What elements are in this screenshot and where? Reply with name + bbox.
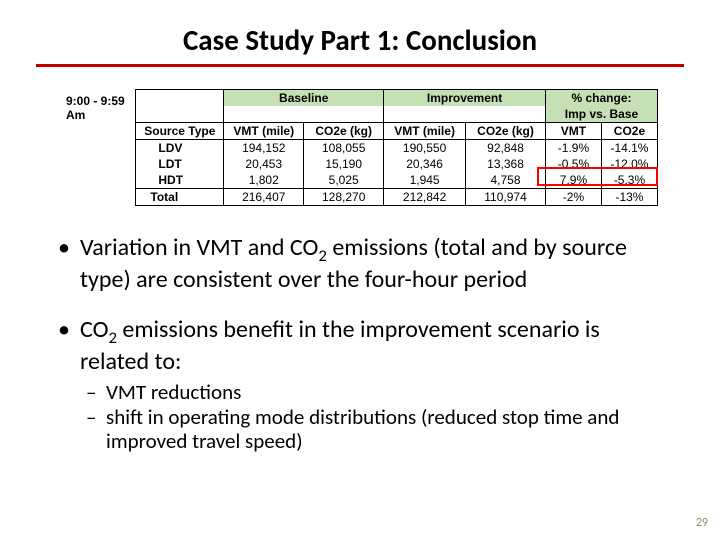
- sub-bullet-item: VMT reductions: [106, 380, 660, 405]
- table-cell: 13,368: [466, 156, 546, 172]
- table-cell: 20,453: [224, 156, 304, 172]
- col-vmt-base: VMT (mile): [224, 123, 304, 140]
- table-cell: 1,802: [224, 172, 304, 189]
- col-source-type: Source Type: [136, 123, 224, 140]
- data-table-wrap: 9:00 - 9:59 Am Baseline Improvement % ch…: [62, 89, 658, 206]
- table-cell: 5,025: [304, 172, 384, 189]
- table-row: HDT1,8025,0251,9454,7587.9%-5.3%: [62, 172, 658, 189]
- table-header-row-1: 9:00 - 9:59 Am Baseline Improvement % ch…: [62, 90, 658, 107]
- total-cell: 110,974: [466, 189, 546, 206]
- table-header-row-2: Source Type VMT (mile) CO2e (kg) VMT (mi…: [62, 123, 658, 140]
- total-cell: 212,842: [384, 189, 466, 206]
- spacer: [62, 123, 136, 140]
- total-cell: 128,270: [304, 189, 384, 206]
- spacer: [62, 156, 136, 172]
- table-cell: 194,152: [224, 140, 304, 157]
- sub-bullet-list: VMT reductionsshift in operating mode di…: [106, 380, 660, 454]
- row-label: HDT: [136, 172, 224, 189]
- hdr-pct-sub: Imp vs. Base: [545, 106, 657, 123]
- bullet-item: Variation in VMT and CO2 emissions (tota…: [80, 234, 660, 294]
- spacer: [136, 90, 224, 107]
- table-cell: -12.0%: [601, 156, 657, 172]
- hdr-improvement: Improvement: [384, 90, 546, 107]
- row-label: LDT: [136, 156, 224, 172]
- col-co2-base: CO2e (kg): [304, 123, 384, 140]
- table-cell: 92,848: [466, 140, 546, 157]
- table-cell: -5.3%: [601, 172, 657, 189]
- bullet-text: CO2 emissions benefit in the improvement…: [80, 315, 600, 376]
- table-cell: 108,055: [304, 140, 384, 157]
- table-total-row: Total 216,407 128,270 212,842 110,974 -2…: [62, 189, 658, 206]
- table-cell: 15,190: [304, 156, 384, 172]
- table-cell: -1.9%: [545, 140, 601, 157]
- spacer: [62, 140, 136, 157]
- sub-bullet-item: shift in operating mode distributions (r…: [106, 405, 660, 455]
- page-number: 29: [696, 516, 708, 530]
- table-cell: -14.1%: [601, 140, 657, 157]
- spacer: [62, 172, 136, 189]
- bullet-text: Variation in VMT and CO2 emissions (tota…: [80, 233, 627, 294]
- col-vmt-imp: VMT (mile): [384, 123, 466, 140]
- table-cell: 7.9%: [545, 172, 601, 189]
- spacer: [384, 106, 546, 123]
- table-cell: 1,945: [384, 172, 466, 189]
- table-row: LDV194,152108,055190,55092,848-1.9%-14.1…: [62, 140, 658, 157]
- spacer: [136, 106, 224, 123]
- col-pct-co2: CO2e: [601, 123, 657, 140]
- time-label: 9:00 - 9:59 Am: [62, 90, 136, 123]
- total-label: Total: [136, 189, 224, 206]
- spacer: [224, 106, 384, 123]
- table-header-row-1b: Imp vs. Base: [62, 106, 658, 123]
- slide-title: Case Study Part 1: Conclusion: [0, 0, 720, 58]
- data-table: 9:00 - 9:59 Am Baseline Improvement % ch…: [62, 89, 658, 206]
- table-cell: 20,346: [384, 156, 466, 172]
- spacer: [62, 189, 136, 206]
- table-cell: -0.5%: [545, 156, 601, 172]
- table-cell: 190,550: [384, 140, 466, 157]
- bullet-list: Variation in VMT and CO2 emissions (tota…: [80, 234, 660, 454]
- total-cell: 216,407: [224, 189, 304, 206]
- row-label: LDV: [136, 140, 224, 157]
- bullet-item: CO2 emissions benefit in the improvement…: [80, 316, 660, 454]
- total-cell: -2%: [545, 189, 601, 206]
- col-pct-vmt: VMT: [545, 123, 601, 140]
- title-underline: [36, 64, 684, 67]
- hdr-pct: % change:: [545, 90, 657, 107]
- hdr-baseline: Baseline: [224, 90, 384, 107]
- total-cell: -13%: [601, 189, 657, 206]
- col-co2-imp: CO2e (kg): [466, 123, 546, 140]
- table-row: LDT20,45315,19020,34613,368-0.5%-12.0%: [62, 156, 658, 172]
- table-cell: 4,758: [466, 172, 546, 189]
